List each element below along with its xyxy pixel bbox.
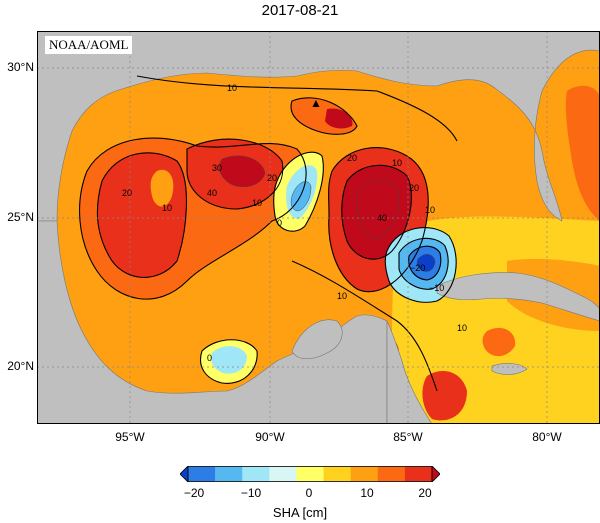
- colorbar-cell: [404, 466, 433, 482]
- colorbar-cell: [377, 466, 406, 482]
- contour-lines: [79, 75, 458, 392]
- lon-label: 80°W: [532, 430, 562, 444]
- sea-height-map: 10 20 30 40 10 20 20 10 10 0 20 40 10 10…: [37, 31, 600, 424]
- contour-label: 10: [392, 158, 402, 168]
- contour-label: 10: [162, 203, 172, 213]
- colorbar: [179, 465, 441, 483]
- lat-label: 30°N: [7, 60, 34, 74]
- contour-label: 10: [425, 205, 435, 215]
- contour-label: −10: [429, 283, 444, 293]
- colorbar-cell: [323, 466, 351, 482]
- graticule: [37, 31, 600, 424]
- contour-label: 10: [337, 291, 347, 301]
- contour-label: 20: [122, 188, 132, 198]
- colorbar-tick: 0: [305, 486, 313, 500]
- map-canvas: 10 20 30 40 10 20 20 10 10 0 20 40 10 10…: [37, 31, 600, 424]
- land: [37, 31, 600, 424]
- lat-label: 20°N: [7, 359, 34, 373]
- colorbar-cell: [350, 466, 379, 482]
- colorbar-cell: [242, 466, 270, 482]
- lon-label: 95°W: [115, 430, 145, 444]
- contour-label-group: 10 20 30 40 10 20 20 10 10 0 20 40 10 10…: [122, 83, 467, 363]
- lon-label: 90°W: [255, 430, 285, 444]
- contour-label: 10: [457, 323, 467, 333]
- colorbar-tick: −20: [183, 486, 205, 500]
- contour-label: 0: [277, 218, 282, 228]
- contour-label: 40: [207, 188, 217, 198]
- location-marker: ▲: [310, 96, 322, 110]
- contour-label: 20: [409, 183, 419, 193]
- colorbar-tick: −10: [240, 486, 262, 500]
- contour-label: 10: [252, 198, 262, 208]
- colorbar-high-arrow: [431, 465, 441, 483]
- contour-label: 20: [267, 173, 277, 183]
- contour-label: 40: [377, 213, 387, 223]
- colorbar-svg: [179, 465, 441, 483]
- colorbar-title: SHA [cm]: [272, 505, 328, 520]
- lon-label: 85°W: [393, 430, 423, 444]
- contour-label: 0: [207, 353, 212, 363]
- contour-label: −20: [410, 263, 425, 273]
- contour-label: 30: [212, 163, 222, 173]
- lat-label: 25°N: [7, 210, 34, 224]
- colorbar-cell: [296, 466, 324, 482]
- colorbar-cell: [188, 466, 216, 482]
- contour-label: 20: [347, 153, 357, 163]
- colorbar-tick: 20: [418, 486, 432, 500]
- map-title: 2017-08-21: [261, 2, 339, 19]
- credit-label: NOAA/AOML: [45, 36, 133, 54]
- colorbar-low-arrow: [179, 465, 189, 483]
- colorbar-cell: [269, 466, 297, 482]
- contour-label: 10: [227, 83, 237, 93]
- colorbar-tick: 10: [360, 486, 374, 500]
- colorbar-cell: [215, 466, 243, 482]
